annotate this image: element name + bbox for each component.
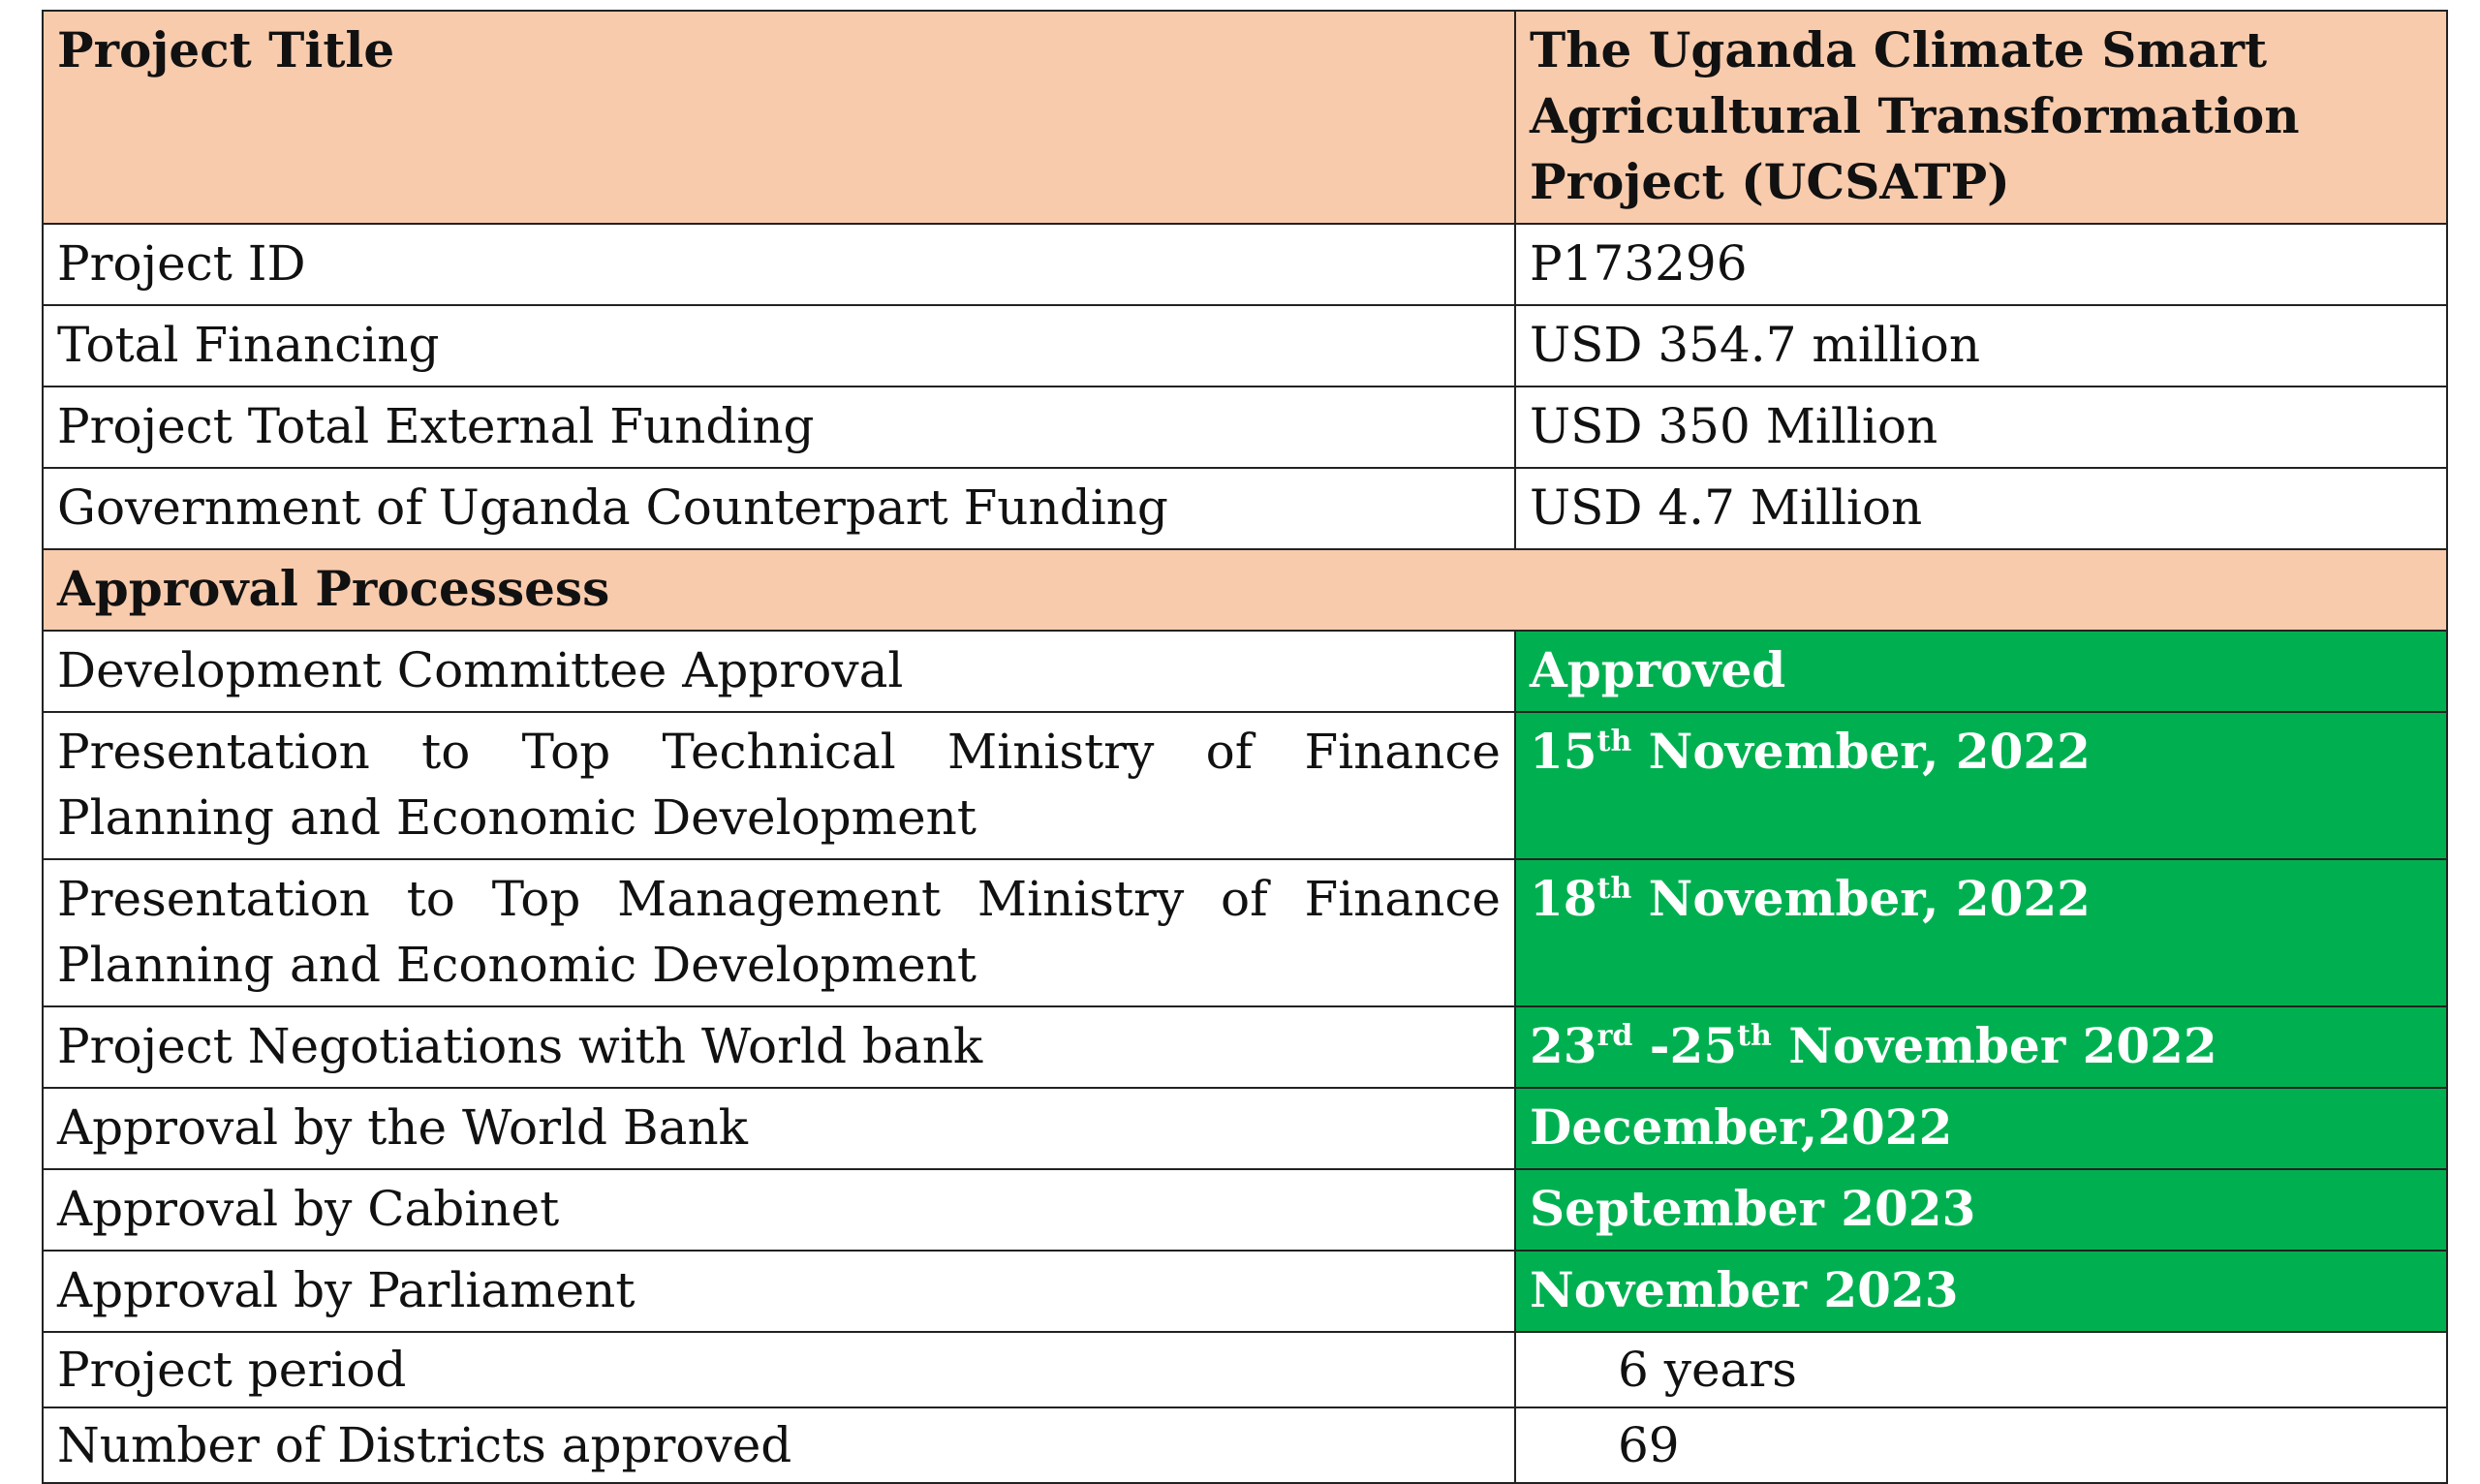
date-rest: November, 2022 bbox=[1631, 723, 2091, 780]
project-id-label: Project ID bbox=[42, 223, 1516, 306]
date-day: 18 bbox=[1530, 870, 1597, 927]
date-ordinal-2: th bbox=[1737, 1019, 1772, 1053]
table-row: Approval by Cabinet September 2023 bbox=[42, 1168, 2448, 1252]
dev-committee-status: Approved bbox=[1514, 630, 2448, 713]
districts-value: 69 bbox=[1514, 1407, 2448, 1484]
total-financing-value: USD 354.7 million bbox=[1514, 304, 2448, 387]
top-management-date: 18th November, 2022 bbox=[1514, 858, 2448, 1007]
date-ordinal: th bbox=[1596, 872, 1632, 906]
table-row: Number of Districts approved 69 bbox=[42, 1407, 2448, 1484]
top-management-label: Presentation to Top Management Ministry … bbox=[42, 858, 1516, 1007]
top-technical-label: Presentation to Top Technical Ministry o… bbox=[42, 711, 1516, 860]
section-header-row: Approval Processess bbox=[42, 548, 2448, 632]
external-funding-value: USD 350 Million bbox=[1514, 386, 2448, 469]
table-row: Project period 6 years bbox=[42, 1331, 2448, 1408]
negotiations-date: 23rd -25th November 2022 bbox=[1514, 1005, 2448, 1089]
date-day: 15 bbox=[1530, 723, 1597, 780]
table-row: Project ID P173296 bbox=[42, 223, 2448, 306]
table-row: Total Financing USD 354.7 million bbox=[42, 304, 2448, 387]
districts-label: Number of Districts approved bbox=[42, 1407, 1516, 1484]
counterpart-funding-value: USD 4.7 Million bbox=[1514, 467, 2448, 550]
cabinet-approval-label: Approval by Cabinet bbox=[42, 1168, 1516, 1252]
negotiations-label: Project Negotiations with World bank bbox=[42, 1005, 1516, 1089]
project-summary-document: Project Title The Uganda Climate Smart A… bbox=[42, 10, 2448, 1484]
total-financing-label: Total Financing bbox=[42, 304, 1516, 387]
top-technical-date: 15th November, 2022 bbox=[1514, 711, 2448, 860]
project-title-label: Project Title bbox=[42, 10, 1516, 225]
project-summary-table: Project Title The Uganda Climate Smart A… bbox=[42, 10, 2448, 1484]
world-bank-approval-label: Approval by the World Bank bbox=[42, 1087, 1516, 1170]
table-row: Presentation to Top Management Ministry … bbox=[42, 858, 2448, 1007]
counterpart-funding-label: Government of Uganda Counterpart Funding bbox=[42, 467, 1516, 550]
date-ordinal: th bbox=[1596, 725, 1632, 758]
table-row: Project Total External Funding USD 350 M… bbox=[42, 386, 2448, 469]
table-row: Approval by Parliament November 2023 bbox=[42, 1250, 2448, 1333]
date-rest: November 2022 bbox=[1771, 1017, 2217, 1074]
parliament-approval-date: November 2023 bbox=[1514, 1250, 2448, 1333]
project-period-label: Project period bbox=[42, 1331, 1516, 1408]
cabinet-approval-date: September 2023 bbox=[1514, 1168, 2448, 1252]
table-row: Project Negotiations with World bank 23r… bbox=[42, 1005, 2448, 1089]
date-ordinal: rd bbox=[1596, 1019, 1633, 1053]
approval-section-heading: Approval Processess bbox=[42, 548, 2448, 632]
title-row: Project Title The Uganda Climate Smart A… bbox=[42, 10, 2448, 225]
world-bank-approval-date: December,2022 bbox=[1514, 1087, 2448, 1170]
parliament-approval-label: Approval by Parliament bbox=[42, 1250, 1516, 1333]
table-row: Presentation to Top Technical Ministry o… bbox=[42, 711, 2448, 860]
project-period-value: 6 years bbox=[1514, 1331, 2448, 1408]
table-row: Approval by the World Bank December,2022 bbox=[42, 1087, 2448, 1170]
date-mid: -25 bbox=[1632, 1017, 1738, 1074]
project-id-value: P173296 bbox=[1514, 223, 2448, 306]
date-day: 23 bbox=[1530, 1017, 1597, 1074]
external-funding-label: Project Total External Funding bbox=[42, 386, 1516, 469]
table-row: Government of Uganda Counterpart Funding… bbox=[42, 467, 2448, 550]
dev-committee-label: Development Committee Approval bbox=[42, 630, 1516, 713]
table-row: Development Committee Approval Approved bbox=[42, 630, 2448, 713]
project-title-value: The Uganda Climate Smart Agricultural Tr… bbox=[1514, 10, 2448, 225]
date-rest: November, 2022 bbox=[1631, 870, 2091, 927]
